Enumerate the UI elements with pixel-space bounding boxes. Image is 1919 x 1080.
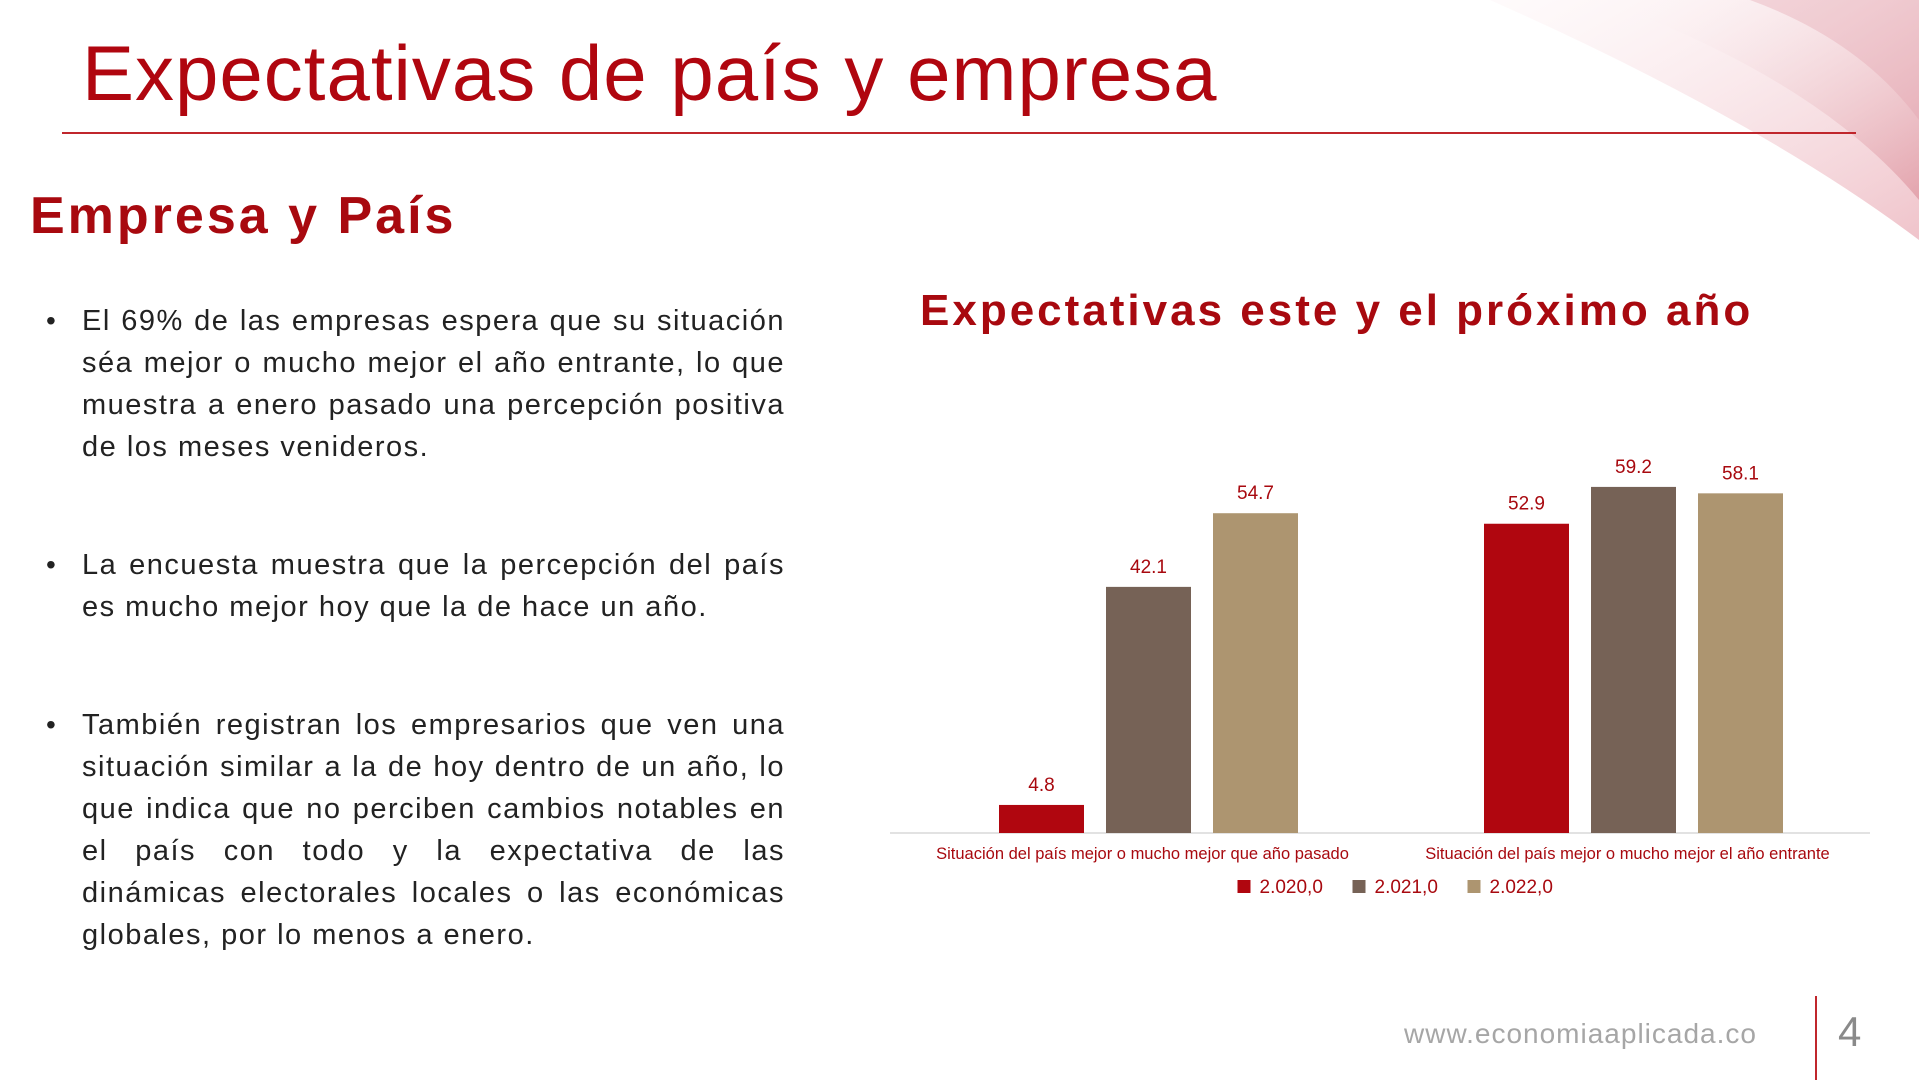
legend-swatch: [1237, 880, 1251, 893]
page-title: Expectativas de país y empresa: [82, 29, 1218, 117]
bullet-text: También registran los empresarios que ve…: [82, 709, 785, 951]
data-label: 54.7: [1237, 483, 1274, 504]
data-label: 42.1: [1130, 557, 1167, 578]
data-label: 58.1: [1722, 463, 1759, 484]
bar: [1484, 523, 1569, 833]
bar: [1698, 493, 1783, 833]
bullet-text: La encuesta muestra que la percepción de…: [82, 549, 785, 623]
legend-label: 2.020,0: [1260, 877, 1323, 898]
legend-label: 2.022,0: [1490, 877, 1553, 898]
section-title: Empresa y País: [30, 187, 457, 245]
bullet-item: • El 69% de las empresas espera que su s…: [40, 300, 785, 468]
footer-url[interactable]: www.economiaaplicada.co: [1404, 1018, 1757, 1049]
bar: [1106, 586, 1191, 833]
data-label: 59.2: [1615, 457, 1652, 478]
bullet-marker: •: [46, 305, 58, 336]
bullet-item: • También registran los empresarios que …: [40, 704, 785, 956]
legend-swatch: [1467, 880, 1481, 893]
bar: [1591, 486, 1676, 833]
legend-swatch: [1352, 880, 1366, 893]
title-divider: [62, 132, 1856, 134]
page-number: 4: [1838, 1008, 1862, 1055]
legend-label: 2.021,0: [1375, 877, 1438, 898]
category-label: Situación del país mejor o mucho mejor e…: [1425, 845, 1829, 863]
category-label: Situación del país mejor o mucho mejor q…: [936, 845, 1349, 863]
bullet-marker: •: [46, 709, 58, 740]
chart-title: Expectativas este y el próximo año: [920, 286, 1754, 335]
footer-divider: [1815, 996, 1817, 1080]
data-label: 52.9: [1508, 494, 1545, 515]
bullet-item: • La encuesta muestra que la percepción …: [40, 544, 785, 628]
bar-chart: 4.8 42.1 54.7 Situación del país mejor o mu…: [890, 457, 1870, 898]
bar: [1213, 513, 1298, 833]
bullet-text: El 69% de las empresas espera que su sit…: [82, 305, 785, 463]
data-label: 4.8: [1028, 775, 1054, 796]
bullet-marker: •: [46, 549, 58, 580]
bullet-list: • El 69% de las empresas espera que su s…: [40, 300, 785, 956]
bar: [999, 804, 1084, 833]
